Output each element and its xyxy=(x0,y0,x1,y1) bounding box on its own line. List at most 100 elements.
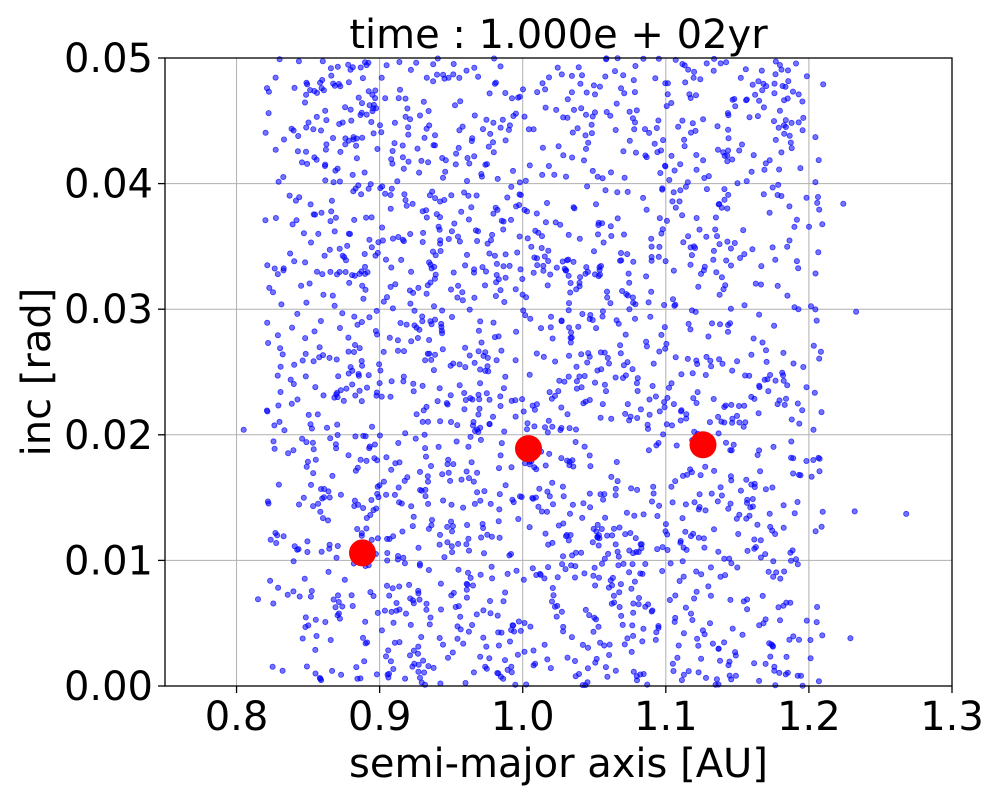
data-point xyxy=(480,607,487,614)
data-point xyxy=(536,485,543,492)
data-point xyxy=(542,462,549,469)
data-point xyxy=(744,496,751,503)
data-point xyxy=(423,600,430,607)
data-point xyxy=(705,333,712,340)
data-point xyxy=(407,230,414,237)
data-point xyxy=(407,595,414,602)
data-point xyxy=(621,231,628,238)
data-point xyxy=(425,159,432,166)
data-point xyxy=(298,159,305,166)
data-point xyxy=(370,101,377,108)
data-point xyxy=(632,535,639,542)
data-point xyxy=(266,284,273,291)
data-point xyxy=(669,198,676,205)
data-point xyxy=(388,466,395,473)
data-point xyxy=(749,495,756,502)
data-point xyxy=(572,574,579,581)
data-point xyxy=(533,350,540,357)
data-point xyxy=(697,76,704,83)
data-point xyxy=(480,525,487,532)
data-point xyxy=(722,572,729,579)
data-point xyxy=(765,568,772,575)
data-point xyxy=(782,117,789,124)
data-point xyxy=(703,186,710,193)
data-point xyxy=(604,673,611,680)
data-point xyxy=(380,348,387,355)
data-point xyxy=(436,214,443,221)
data-point xyxy=(375,239,382,246)
data-point xyxy=(763,347,770,354)
data-point xyxy=(741,302,748,309)
data-point xyxy=(741,402,748,409)
data-point xyxy=(465,475,472,482)
data-point xyxy=(670,401,677,408)
data-point xyxy=(389,235,396,242)
data-point xyxy=(580,500,587,507)
data-point xyxy=(624,359,631,366)
data-point xyxy=(519,396,526,403)
data-point xyxy=(723,439,730,446)
data-point xyxy=(655,117,662,124)
data-point xyxy=(582,398,589,405)
planet-points xyxy=(349,431,717,567)
data-point xyxy=(399,528,406,535)
data-point xyxy=(498,629,505,636)
data-point xyxy=(415,284,422,291)
data-point xyxy=(564,96,571,103)
data-point xyxy=(484,240,491,247)
data-point xyxy=(358,191,365,198)
data-point xyxy=(416,560,423,567)
data-point xyxy=(709,640,716,647)
data-point xyxy=(502,274,509,281)
data-point xyxy=(630,550,637,557)
data-point xyxy=(550,501,557,508)
data-point xyxy=(463,67,470,74)
data-point xyxy=(670,296,677,303)
data-point xyxy=(781,130,788,137)
data-point xyxy=(362,618,369,625)
data-point xyxy=(374,145,381,152)
data-point xyxy=(462,262,469,269)
data-point xyxy=(354,464,361,471)
data-point xyxy=(539,233,546,240)
data-point xyxy=(629,622,636,629)
data-point xyxy=(427,614,434,621)
data-point xyxy=(729,156,736,163)
data-point xyxy=(732,652,739,659)
data-point xyxy=(433,71,440,78)
data-point xyxy=(422,493,429,500)
data-point xyxy=(903,510,910,517)
data-point xyxy=(722,402,729,409)
data-point xyxy=(545,541,552,548)
data-point xyxy=(327,65,334,72)
data-point xyxy=(762,616,769,623)
data-point xyxy=(646,411,653,418)
data-point xyxy=(680,630,687,637)
data-point xyxy=(757,537,764,544)
data-point xyxy=(417,486,424,493)
data-point xyxy=(410,513,417,520)
data-point xyxy=(482,268,489,275)
data-point xyxy=(461,189,468,196)
data-point xyxy=(317,317,324,324)
data-point xyxy=(508,464,515,471)
data-point xyxy=(311,328,318,335)
data-point xyxy=(812,179,819,186)
data-point xyxy=(607,223,614,230)
data-point xyxy=(677,161,684,168)
data-point xyxy=(349,381,356,388)
data-point xyxy=(771,118,778,125)
data-point xyxy=(703,674,710,681)
data-point xyxy=(796,420,803,427)
data-point xyxy=(711,467,718,474)
data-point xyxy=(781,401,788,408)
data-point xyxy=(560,553,567,560)
data-point xyxy=(576,373,583,380)
data-point xyxy=(640,194,647,201)
data-point xyxy=(523,294,530,301)
data-point xyxy=(388,185,395,192)
data-point xyxy=(682,528,689,535)
data-point xyxy=(691,499,698,506)
data-point xyxy=(354,526,361,533)
data-point xyxy=(400,238,407,245)
